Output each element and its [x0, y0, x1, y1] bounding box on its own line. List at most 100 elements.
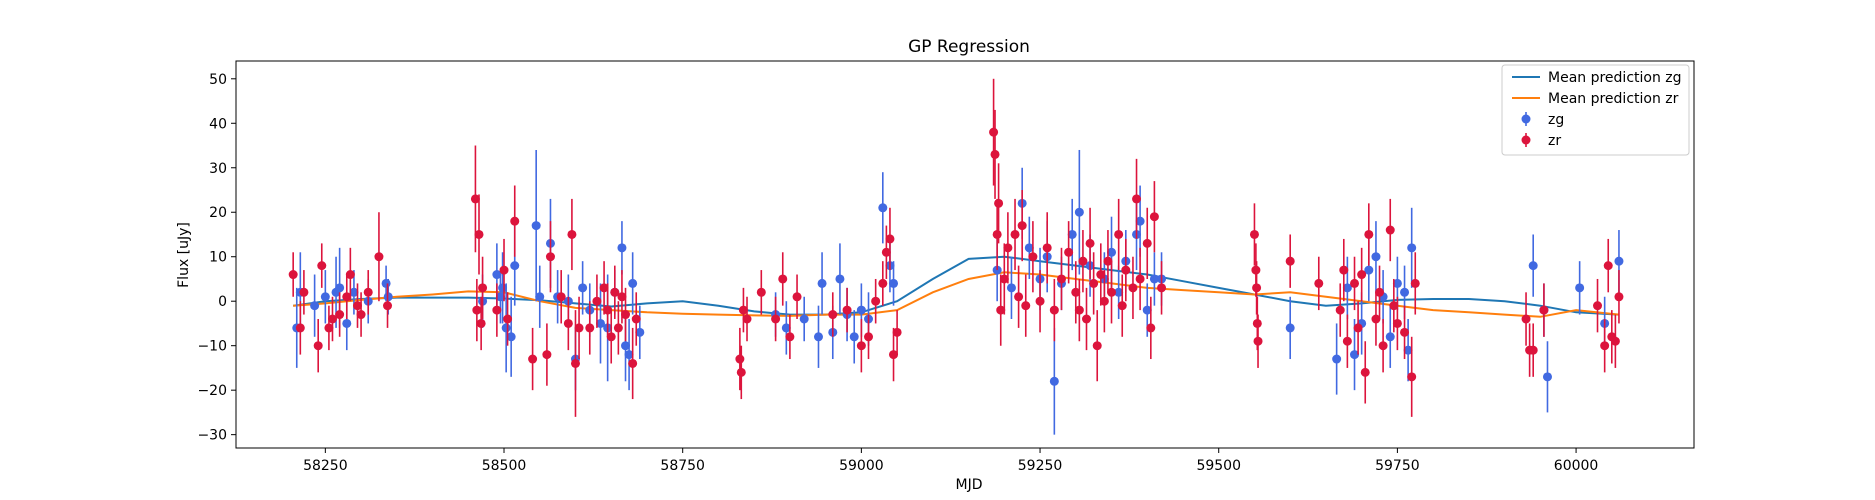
zr-point — [492, 305, 502, 315]
zr-point — [1342, 336, 1352, 346]
zr-point — [356, 310, 366, 320]
zr-point — [1378, 341, 1388, 351]
x-tick-label: 59000 — [839, 458, 884, 474]
zr-point — [1085, 238, 1095, 248]
y-axis: −30 −20 −10 0 10 20 30 40 50 — [197, 72, 236, 444]
zr-point — [1600, 341, 1610, 351]
zr-point — [1400, 327, 1410, 337]
zr-point — [617, 292, 627, 302]
x-tick-label: 58250 — [303, 458, 348, 474]
zr-point — [885, 234, 895, 244]
zr-point — [1035, 296, 1045, 306]
zr-point — [999, 274, 1009, 284]
zg-point — [310, 301, 320, 311]
zr-point — [295, 323, 305, 333]
zr-point — [1128, 283, 1138, 293]
zg-point — [1135, 216, 1145, 226]
zr-point — [542, 350, 552, 360]
zr-point — [317, 261, 327, 271]
zr-point — [1014, 292, 1024, 302]
zg-point — [1575, 283, 1585, 293]
zr-point — [299, 287, 309, 297]
zg-point — [813, 332, 823, 342]
zr-point — [1089, 278, 1099, 288]
zr-point — [374, 252, 384, 262]
zg-point — [849, 332, 859, 342]
zr-point — [756, 287, 766, 297]
zr-point — [1017, 221, 1027, 231]
y-axis-title: Flux [uJy] — [176, 222, 192, 288]
zr-point — [345, 270, 355, 280]
zr-point — [574, 323, 584, 333]
zr-point — [771, 314, 781, 324]
x-tick-label: 58750 — [660, 458, 705, 474]
zr-point — [864, 332, 874, 342]
zr-point — [1610, 336, 1620, 346]
zg-point — [1364, 265, 1374, 275]
x-axis: 58250 58500 58750 59000 59250 59500 59750 60000 — [303, 448, 1598, 474]
zr-point — [1521, 314, 1531, 324]
zr-point — [871, 296, 881, 306]
zg-point — [624, 350, 634, 360]
zg-point — [1350, 350, 1360, 360]
zr-point — [1410, 278, 1420, 288]
zg-point — [320, 292, 330, 302]
zr-point — [1603, 261, 1613, 271]
zr-point — [878, 278, 888, 288]
legend-swatch-marker — [1521, 114, 1531, 124]
zr-point — [510, 216, 520, 226]
zr-point — [1614, 292, 1624, 302]
zr-point — [1042, 243, 1052, 253]
zr-point — [383, 301, 393, 311]
zr-point — [1082, 314, 1091, 324]
zr-point — [1021, 301, 1031, 311]
legend-label: Mean prediction zr — [1548, 91, 1679, 107]
zr-point — [606, 332, 616, 342]
zr-point — [1071, 287, 1081, 297]
zg-point — [531, 221, 541, 231]
zr-point — [738, 305, 748, 315]
zr-point — [1092, 341, 1102, 351]
zg-point — [1407, 243, 1417, 253]
zr-point — [499, 265, 509, 275]
zr-point — [1539, 305, 1549, 315]
x-tick-label: 59750 — [1375, 458, 1420, 474]
zg-point — [1006, 283, 1016, 293]
zr-point — [570, 358, 580, 368]
x-tick-label: 60000 — [1554, 458, 1599, 474]
zr-point — [1117, 301, 1127, 311]
plot-area — [288, 78, 1624, 435]
zg-point — [1114, 287, 1124, 297]
zr-point — [1121, 265, 1131, 275]
zr-point — [1375, 287, 1385, 297]
zg-point — [1074, 207, 1084, 217]
zr-point — [288, 270, 298, 280]
zr-point — [1339, 265, 1349, 275]
y-tick-label: 50 — [209, 72, 227, 88]
zg-point — [878, 203, 888, 213]
zr-point — [585, 323, 595, 333]
zr-point — [1593, 301, 1603, 311]
zr-point — [603, 305, 613, 315]
zg-point — [335, 283, 345, 293]
zr-point — [1407, 372, 1417, 382]
plot-frame — [235, 60, 1695, 449]
zr-point — [1528, 345, 1538, 355]
zr-point — [1353, 323, 1363, 333]
zg-point — [381, 278, 391, 288]
y-tick-label: −20 — [197, 383, 227, 399]
legend-label: zg — [1548, 112, 1564, 128]
zg-point — [1371, 252, 1381, 262]
zg-point — [1403, 345, 1413, 355]
zr-point — [1099, 296, 1109, 306]
zr-point — [327, 314, 337, 324]
zr-point — [842, 305, 852, 315]
line-mean-prediction-zg — [293, 255, 1620, 316]
zr-point — [1142, 238, 1152, 248]
x-tick-label: 59250 — [1018, 458, 1063, 474]
zr-point — [476, 318, 486, 328]
zr-point — [567, 229, 577, 239]
zg-point — [1067, 229, 1077, 239]
y-tick-label: 0 — [218, 294, 227, 310]
zg-point — [1049, 376, 1059, 386]
